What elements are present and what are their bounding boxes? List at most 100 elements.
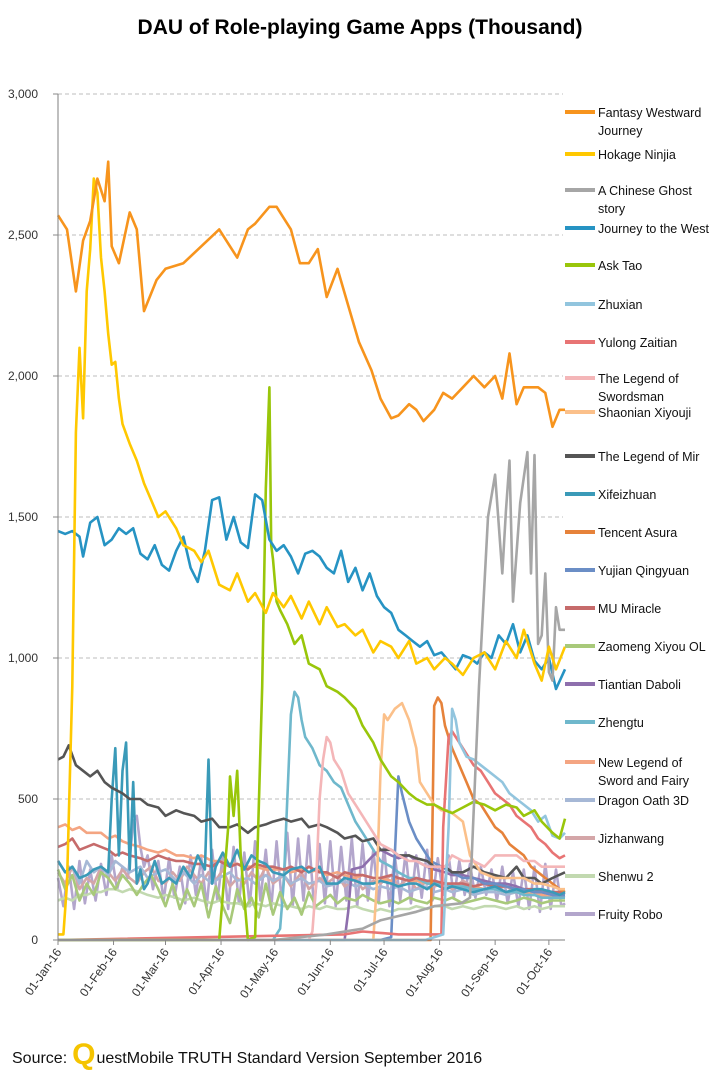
gridlines — [58, 93, 563, 800]
y-tick-label: 500 — [18, 792, 38, 806]
legend-item: Ask Tao — [565, 257, 720, 275]
legend-item: Zaomeng Xiyou OL — [565, 638, 720, 656]
series-line-13 — [57, 837, 565, 894]
legend-label: Ask Tao — [598, 259, 643, 273]
legend-swatch — [565, 912, 595, 916]
legend-swatch — [565, 263, 595, 267]
series-line-20 — [57, 887, 565, 914]
legend-label: Fruity Robo — [598, 908, 663, 922]
x-tick-label: 01-Jul-16 — [350, 945, 390, 994]
legend-swatch — [565, 682, 595, 686]
legend-swatch — [565, 226, 595, 230]
legend-swatch — [565, 568, 595, 572]
x-tick-label: 01-Sep-16 — [458, 945, 502, 999]
legend-label: Dragon Oath 3D — [598, 794, 690, 808]
legend-swatch — [565, 606, 595, 610]
y-tick-label: 3,000 — [8, 87, 38, 101]
series-line-10 — [56, 741, 566, 897]
source-prefix: Source: — [12, 1050, 68, 1067]
series-line-0 — [56, 160, 565, 429]
legend-swatch — [565, 410, 595, 414]
x-tick-label: 01-Jan-16 — [22, 945, 65, 998]
legend-swatch — [565, 492, 595, 496]
legend-label: A Chinese Ghost story — [598, 184, 692, 216]
legend-swatch — [565, 798, 595, 802]
x-tick-label: 01-Apr-16 — [185, 945, 227, 997]
legend-label: The Legend of Swordsman — [598, 372, 679, 404]
legend-item: The Legend of Swordsman — [565, 370, 720, 406]
y-tick-label: 2,500 — [8, 228, 38, 242]
x-tick-label: 01-Jun-16 — [294, 945, 337, 998]
legend-label: Zhengtu — [598, 716, 644, 730]
legend-item: Tiantian Daboli — [565, 676, 720, 694]
legend-swatch — [565, 530, 595, 534]
legend-label: Hokage Ninjia — [598, 148, 676, 162]
series-line-18 — [56, 859, 566, 900]
legend-swatch — [565, 836, 595, 840]
legend-label: Tiantian Daboli — [598, 678, 681, 692]
y-tick-label: 1,000 — [8, 651, 38, 665]
chart-title: DAU of Role-playing Game Apps (Thousand) — [137, 16, 583, 39]
legend-item: Dragon Oath 3D — [565, 792, 720, 810]
legend-swatch — [565, 302, 595, 306]
y-tick-label: 2,000 — [8, 369, 38, 383]
x-tick-label: 01-May-16 — [237, 945, 282, 1000]
legend-item: The Legend of Mir — [565, 448, 720, 466]
legend-label: Yulong Zaitian — [598, 336, 678, 350]
questmobile-logo-letter: Q — [72, 1038, 96, 1071]
y-tick-label: 0 — [31, 933, 38, 947]
legend-item: Shaonian Xiyouji — [565, 404, 720, 422]
legend-label: Zaomeng Xiyou OL — [598, 640, 706, 654]
legend-swatch — [565, 644, 595, 648]
legend-label: Tencent Asura — [598, 526, 678, 540]
x-tick-label: 01-Aug-16 — [402, 945, 446, 999]
series-line-2 — [58, 450, 565, 942]
legend-item: A Chinese Ghost story — [565, 182, 720, 218]
x-tick-label: 01-Oct-16 — [513, 945, 555, 997]
series-line-6 — [57, 729, 566, 942]
legend-item: Zhuxian — [565, 296, 720, 314]
legend-swatch — [565, 454, 595, 458]
legend-item: Yulong Zaitian — [565, 334, 720, 352]
legend-item: Journey to the West — [565, 220, 720, 238]
legend-label: New Legend of Sword and Fairy — [598, 756, 690, 788]
legend-swatch — [565, 720, 595, 724]
series-line-9 — [57, 744, 566, 885]
legend-label: Zhuxian — [598, 298, 643, 312]
legend-item: Xifeizhuan — [565, 486, 720, 504]
legend-label: Fantasy Westward Journey — [598, 106, 702, 138]
legend-item: Fruity Robo — [565, 906, 720, 924]
y-axis-ticks: 0 500 1,000 1,500 2,000 2,500 3,000 — [8, 87, 58, 947]
series-line-14 — [56, 869, 565, 925]
legend-label: Jizhanwang — [598, 832, 665, 846]
legend-item: Yujian Qingyuan — [565, 562, 720, 580]
legend-item: MU Miracle — [565, 600, 720, 618]
legend-swatch — [565, 874, 595, 878]
legend-item: New Legend of Sword and Fairy — [565, 754, 720, 790]
legend-swatch — [565, 760, 595, 764]
series-line-3 — [57, 493, 567, 691]
legend-label: Yujian Qingyuan — [598, 564, 690, 578]
y-tick-label: 1,500 — [8, 510, 38, 524]
legend-label: MU Miracle — [598, 602, 662, 616]
legend-swatch — [565, 376, 595, 380]
legend-swatch — [565, 188, 595, 192]
legend-label: Shaonian Xiyouji — [598, 406, 692, 420]
x-tick-label: 01-Feb-16 — [77, 945, 120, 999]
x-axis-ticks: 01-Jan-16 01-Feb-16 01-Mar-16 01-Apr-16 01-M… — [22, 940, 556, 1001]
legend-swatch — [565, 152, 595, 156]
legend-item: Jizhanwang — [565, 830, 720, 848]
series-line-4 — [58, 385, 567, 942]
series-line-5 — [58, 707, 566, 942]
legend-label: The Legend of Mir — [598, 450, 700, 464]
legend-label: Xifeizhuan — [598, 488, 657, 502]
legend-swatch — [565, 340, 595, 344]
series-line-7 — [58, 735, 565, 942]
x-tick-label: 01-Mar-16 — [129, 945, 172, 999]
legend-item: Tencent Asura — [565, 524, 720, 542]
legend-label: Shenwu 2 — [598, 870, 654, 884]
legend-swatch — [565, 110, 595, 114]
legend-item: Hokage Ninjia — [565, 146, 720, 164]
legend-label: Journey to the West — [598, 222, 709, 236]
